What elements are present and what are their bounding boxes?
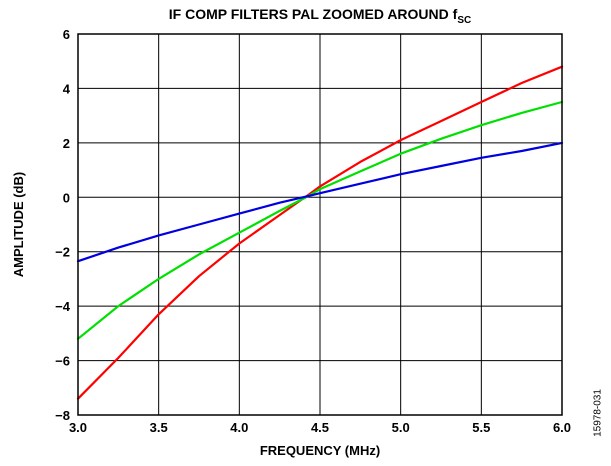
y-tick-label: −4 — [55, 299, 71, 314]
series-line-2 — [76, 100, 564, 340]
y-axis-label: AMPLITUDE (dB) — [11, 172, 26, 277]
x-axis-label: FREQUENCY (MHz) — [260, 443, 380, 458]
chart-title-main: IF COMP FILTERS PAL ZOOMED AROUND f — [168, 6, 458, 22]
figure-id: 15978-031 — [591, 378, 605, 448]
y-tick-label: −2 — [55, 245, 70, 260]
x-tick-label: 6.0 — [553, 420, 571, 435]
x-tick-label: 5.5 — [472, 420, 490, 435]
y-tick-label: 0 — [63, 190, 70, 205]
x-tick-label: 3.0 — [69, 420, 87, 435]
x-tick-label: 3.5 — [150, 420, 168, 435]
y-tick-label: 4 — [63, 81, 71, 96]
y-tick-label: −8 — [55, 408, 70, 423]
x-tick-label: 4.0 — [230, 420, 248, 435]
y-tick-label: 6 — [63, 27, 70, 42]
series-line-3 — [76, 141, 564, 263]
figure-id-text: 15978-031 — [592, 389, 604, 437]
chart-title-subscript: SC — [457, 15, 472, 26]
y-tick-label: −6 — [55, 354, 70, 369]
series-line-1 — [76, 65, 564, 400]
series-layer — [76, 65, 564, 400]
chart-title: IF COMP FILTERS PAL ZOOMED AROUND fSC — [78, 6, 562, 26]
x-tick-label: 4.5 — [311, 420, 329, 435]
grid — [78, 34, 562, 415]
tick-labels: 3.0 3.5 4.0 4.5 5.0 5.5 6.0 6 4 2 0 −2 −4 −6 −8 — [55, 27, 571, 435]
x-tick-label: 5.0 — [392, 420, 410, 435]
plot-frame — [77, 33, 563, 416]
y-tick-label: 2 — [63, 136, 70, 151]
